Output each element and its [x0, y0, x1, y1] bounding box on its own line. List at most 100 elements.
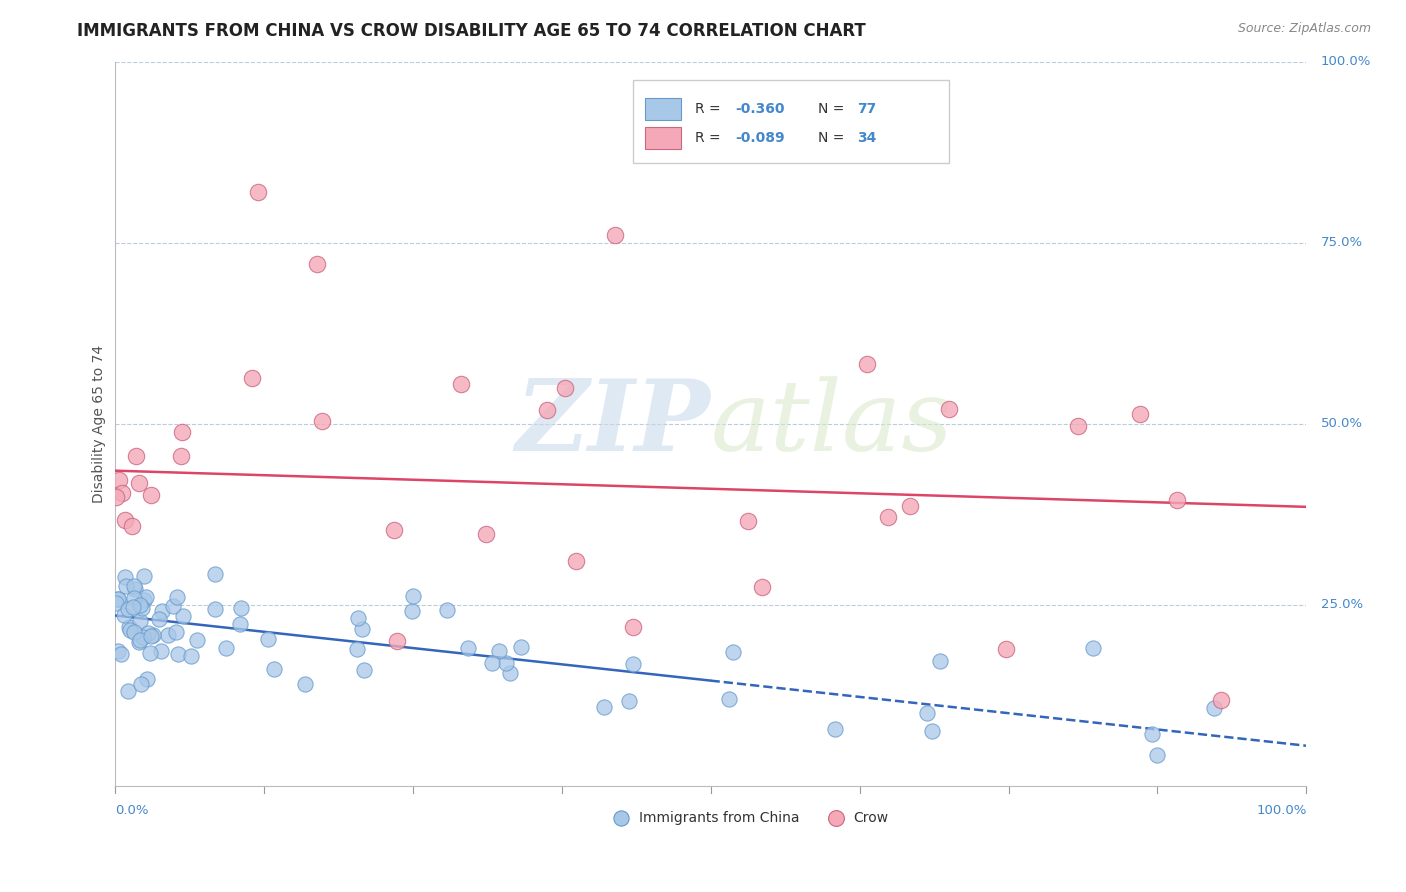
Point	[110, 647, 132, 661]
Point	[593, 699, 616, 714]
Text: 0.0%: 0.0%	[115, 804, 148, 817]
Point	[121, 599, 143, 614]
Point	[436, 602, 458, 616]
Text: 77: 77	[858, 102, 876, 116]
Point	[105, 491, 128, 505]
Point	[565, 553, 588, 567]
Point	[385, 633, 408, 648]
Point	[118, 620, 141, 634]
Point	[1067, 418, 1090, 433]
Point	[122, 591, 145, 606]
Point	[915, 706, 938, 720]
Text: Immigrants from China: Immigrants from China	[640, 811, 800, 825]
Point	[107, 644, 129, 658]
Text: 50.0%: 50.0%	[1320, 417, 1362, 430]
Point	[617, 694, 640, 708]
Text: 100.0%: 100.0%	[1320, 55, 1371, 68]
Point	[751, 581, 773, 595]
Point	[104, 596, 127, 610]
Point	[1142, 727, 1164, 741]
Point	[311, 414, 333, 428]
Point	[1166, 493, 1188, 508]
Point	[623, 657, 645, 671]
Point	[110, 486, 132, 500]
Point	[353, 663, 375, 677]
Point	[128, 475, 150, 490]
Point	[229, 601, 252, 615]
Text: 25.0%: 25.0%	[1320, 599, 1362, 611]
Point	[499, 666, 522, 681]
Point	[162, 599, 184, 614]
Point	[481, 656, 503, 670]
Point	[142, 628, 165, 642]
Point	[401, 604, 423, 618]
Text: N =: N =	[818, 102, 849, 116]
Text: N =: N =	[818, 130, 849, 145]
Text: -0.089: -0.089	[735, 130, 785, 145]
Point	[150, 604, 173, 618]
Text: ZIP: ZIP	[516, 376, 710, 472]
Point	[995, 642, 1018, 657]
Point	[737, 514, 759, 528]
Point	[1146, 748, 1168, 763]
Point	[294, 677, 316, 691]
Point	[125, 449, 148, 463]
Point	[107, 591, 129, 606]
Point	[240, 370, 263, 384]
Text: -0.360: -0.360	[735, 102, 785, 116]
Point	[488, 644, 510, 658]
Point	[131, 601, 153, 615]
Point	[347, 611, 370, 625]
Point	[938, 402, 960, 417]
Point	[107, 473, 129, 487]
Point	[402, 589, 425, 603]
Point	[824, 811, 846, 825]
Point	[621, 620, 644, 634]
Point	[170, 449, 193, 463]
Point	[900, 500, 922, 514]
Point	[157, 628, 180, 642]
FancyBboxPatch shape	[645, 98, 681, 120]
Point	[112, 607, 135, 622]
Point	[246, 185, 269, 199]
Point	[122, 624, 145, 639]
Point	[721, 645, 744, 659]
Point	[1204, 701, 1226, 715]
Point	[1209, 692, 1232, 706]
Point	[166, 590, 188, 604]
Point	[257, 632, 280, 646]
Point	[180, 649, 202, 664]
Point	[141, 488, 163, 502]
Point	[610, 811, 633, 825]
Point	[263, 662, 285, 676]
FancyBboxPatch shape	[633, 79, 949, 163]
Text: Crow: Crow	[853, 811, 889, 825]
Point	[876, 510, 898, 524]
Point	[215, 640, 238, 655]
Point	[136, 626, 159, 640]
Point	[929, 654, 952, 668]
Point	[128, 634, 150, 648]
Text: IMMIGRANTS FROM CHINA VS CROW DISABILITY AGE 65 TO 74 CORRELATION CHART: IMMIGRANTS FROM CHINA VS CROW DISABILITY…	[77, 22, 866, 40]
Point	[165, 624, 187, 639]
Text: atlas: atlas	[710, 376, 953, 471]
Point	[117, 684, 139, 698]
Point	[605, 228, 627, 243]
Point	[536, 403, 558, 417]
Point	[166, 647, 188, 661]
Point	[135, 590, 157, 604]
Point	[229, 616, 252, 631]
Point	[450, 376, 472, 391]
Text: R =: R =	[695, 130, 725, 145]
Point	[124, 582, 146, 596]
Point	[350, 622, 373, 636]
Point	[921, 724, 943, 739]
Point	[129, 677, 152, 691]
Point	[132, 569, 155, 583]
Point	[139, 646, 162, 660]
Text: 100.0%: 100.0%	[1256, 804, 1306, 817]
FancyBboxPatch shape	[645, 127, 681, 148]
Point	[114, 512, 136, 526]
Point	[824, 722, 846, 736]
Y-axis label: Disability Age 65 to 74: Disability Age 65 to 74	[93, 344, 107, 503]
